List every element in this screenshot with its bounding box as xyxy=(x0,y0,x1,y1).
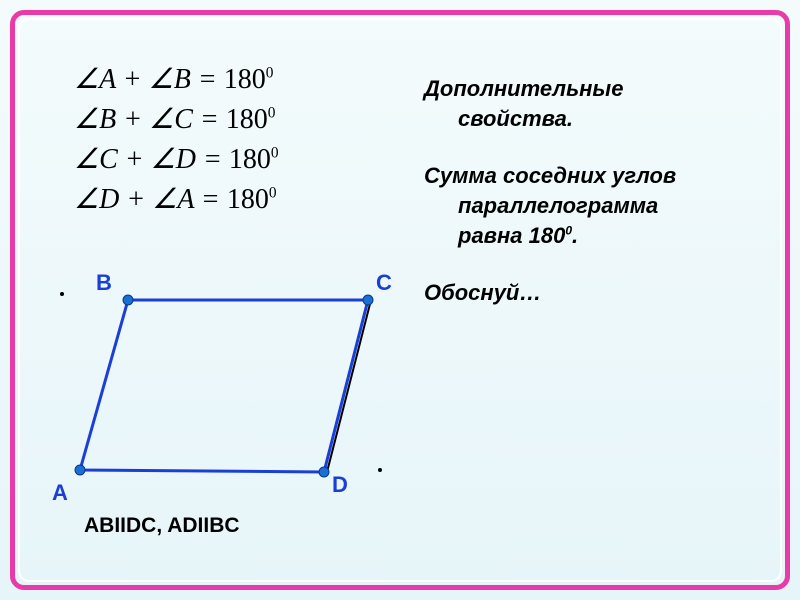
eq-rhs: 180 xyxy=(226,104,268,135)
equation-line: ∠A + ∠B = 1800 xyxy=(74,62,279,96)
eq-lhs: ∠B + ∠C xyxy=(74,104,193,135)
equation-line: ∠D + ∠A = 1800 xyxy=(74,182,279,216)
rt-block-1: Дополнительные свойства. xyxy=(424,74,754,133)
eq-eq: = xyxy=(193,104,226,135)
vertex-label-b: B xyxy=(96,270,112,296)
eq-sup: 0 xyxy=(268,105,276,122)
eq-eq: = xyxy=(194,184,227,215)
rt-text: равна 180 xyxy=(458,223,565,248)
eq-eq: = xyxy=(196,144,229,175)
eq-eq: = xyxy=(191,64,224,95)
vertex-d xyxy=(319,467,329,477)
parallelogram-diagram: ABCDABIIDC, ADIIBC xyxy=(56,276,396,536)
equation-line: ∠C + ∠D = 1800 xyxy=(74,142,279,176)
parallelogram-shape xyxy=(80,300,368,472)
eq-sup: 0 xyxy=(271,145,279,162)
vertex-label-d: D xyxy=(332,472,348,498)
eq-lhs: ∠A + ∠B xyxy=(74,64,191,95)
rt-line: Дополнительные xyxy=(424,74,754,104)
rt-block-3: Обоснуй… xyxy=(424,278,754,308)
equation-line: ∠B + ∠C = 1800 xyxy=(74,102,279,136)
parallel-condition-text: ABIIDC, ADIIBC xyxy=(84,514,240,538)
rt-block-2: Сумма соседних углов параллелограмма рав… xyxy=(424,161,754,250)
eq-rhs: 180 xyxy=(227,184,269,215)
eq-lhs: ∠C + ∠D xyxy=(74,144,196,175)
eq-sup: 0 xyxy=(269,185,277,202)
decorative-dot xyxy=(60,292,64,296)
rt-line: свойства. xyxy=(424,104,754,134)
vertex-label-c: C xyxy=(376,270,392,296)
vertex-a xyxy=(75,465,85,475)
rt-text: . xyxy=(572,223,578,248)
rt-line: равна 1800. xyxy=(424,221,754,251)
rt-line: Сумма соседних углов xyxy=(424,161,754,191)
equations-block: ∠A + ∠B = 1800∠B + ∠C = 1800∠C + ∠D = 18… xyxy=(74,62,279,222)
rt-line: параллелограмма xyxy=(424,191,754,221)
vertex-c xyxy=(363,295,373,305)
eq-lhs: ∠D + ∠A xyxy=(74,184,194,215)
explanation-text: Дополнительные свойства. Сумма соседних … xyxy=(424,74,754,336)
eq-rhs: 180 xyxy=(224,64,266,95)
decorative-dot xyxy=(378,468,382,472)
rt-line: Обоснуй… xyxy=(424,278,754,308)
vertex-b xyxy=(123,295,133,305)
eq-sup: 0 xyxy=(266,65,274,82)
vertex-label-a: A xyxy=(52,480,68,506)
extra-edge xyxy=(327,300,371,472)
slide-root: ∠A + ∠B = 1800∠B + ∠C = 1800∠C + ∠D = 18… xyxy=(0,0,800,600)
eq-rhs: 180 xyxy=(229,144,271,175)
